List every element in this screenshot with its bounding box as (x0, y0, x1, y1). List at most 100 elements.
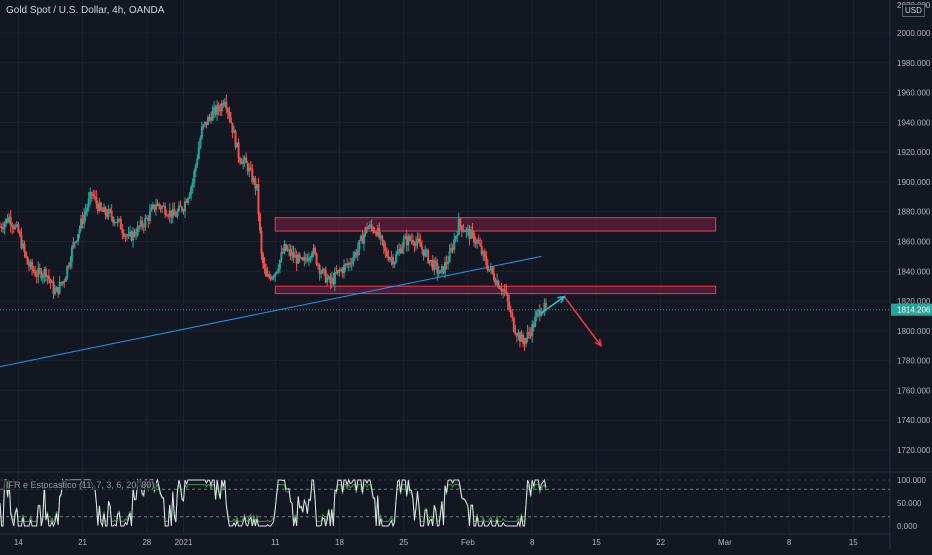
candle-body (390, 257, 393, 259)
price-axis: 2020.0002000.0001980.0001960.0001940.000… (891, 1, 932, 455)
candle-body (333, 272, 336, 285)
candle-body (90, 192, 93, 195)
candle-body (525, 337, 528, 344)
candle-body (369, 224, 372, 228)
candle-body (43, 268, 46, 276)
price-tick-label: 1800.000 (897, 327, 931, 336)
candle-body (28, 264, 31, 267)
candle-body (343, 265, 346, 274)
candle-body (306, 259, 309, 262)
candle-body (485, 256, 488, 266)
candle-body (216, 105, 219, 115)
projection-arrow-up (540, 295, 565, 314)
candle-body (69, 261, 72, 267)
candle-body (243, 157, 246, 161)
candle-body (26, 256, 29, 265)
price-tick-label: 1900.000 (897, 178, 931, 187)
candle-body (229, 118, 232, 123)
price-tick-label: 1960.000 (897, 89, 931, 98)
candle-body (450, 248, 453, 252)
candle-body (520, 334, 523, 342)
candle-body (237, 142, 240, 159)
candle-body (6, 218, 9, 223)
candle-body (21, 243, 24, 248)
candle-body (139, 220, 142, 227)
candle-body (171, 209, 174, 218)
candle-body (151, 204, 154, 208)
candle-body (254, 178, 257, 189)
candle-body (188, 194, 191, 199)
candle-body (130, 231, 133, 241)
time-tick-label: Feb (461, 538, 475, 547)
candle-body (239, 158, 242, 162)
candle-body (122, 233, 125, 237)
candle-body (217, 105, 220, 110)
candle-body (57, 287, 60, 294)
arrow-head-up (557, 295, 566, 304)
candle-body (497, 280, 500, 288)
candle-body (96, 203, 99, 212)
price-tick-label: 1860.000 (897, 238, 931, 247)
candle-body (200, 126, 203, 139)
candle-body (474, 242, 477, 244)
candle-body (460, 225, 463, 232)
candle-body (162, 206, 165, 208)
indicator-label[interactable]: IFR e Estocastico (11, 7, 3, 6, 20, 80) (4, 480, 157, 490)
candle-body (116, 219, 119, 223)
candle-body (375, 231, 378, 236)
candle-body (408, 236, 411, 241)
candle-body (373, 231, 376, 233)
candle-body (433, 260, 436, 270)
price-tick-label: 2000.000 (897, 29, 931, 38)
candle-body (502, 289, 505, 292)
candle-body (18, 232, 21, 235)
candle-body (52, 281, 55, 295)
candle-body (249, 167, 252, 169)
candle-body (14, 225, 17, 229)
candle-body (277, 268, 280, 272)
candle-body (158, 203, 161, 207)
candle-body (366, 227, 369, 230)
candle-body (473, 232, 476, 243)
candle-body (338, 270, 341, 272)
candle-body (46, 275, 49, 278)
candle-body (323, 268, 326, 270)
candle-body (61, 281, 64, 284)
candle-body (385, 251, 388, 257)
candle-body (191, 182, 194, 187)
time-axis: 14 21 28 2021 11 18 25 Feb 8 15 22 Mar 8 15 (14, 538, 858, 547)
indicator-tick-label: 0.000 (897, 522, 918, 531)
candle-body (324, 269, 327, 283)
candle-body (170, 210, 173, 218)
candle-body (0, 226, 1, 228)
candle-body (219, 109, 222, 112)
time-tick-label: 18 (335, 538, 344, 547)
candle-body (378, 228, 381, 238)
candle-body (286, 249, 289, 251)
candle-body (144, 218, 147, 228)
candle-body (508, 301, 511, 310)
time-tick-label: 21 (78, 538, 87, 547)
candle-body (54, 291, 57, 295)
currency-button[interactable]: USD (902, 4, 925, 17)
candle-body (242, 160, 245, 164)
candle-body (362, 234, 365, 244)
candle-body (447, 262, 450, 265)
candle-body (263, 263, 266, 269)
projection-arrow-down (563, 296, 602, 347)
candle-body (329, 276, 332, 284)
candle-body (387, 256, 390, 261)
candle-body (142, 226, 145, 228)
candle-body (434, 260, 437, 264)
candle-body (388, 258, 391, 261)
candle-body (211, 111, 214, 121)
candle-body (476, 239, 479, 243)
candle-body (321, 268, 324, 273)
candle-body (350, 263, 353, 265)
candle-body (453, 239, 456, 250)
candle-body (223, 101, 226, 106)
candle-body (523, 343, 526, 345)
candle-body (119, 218, 122, 230)
